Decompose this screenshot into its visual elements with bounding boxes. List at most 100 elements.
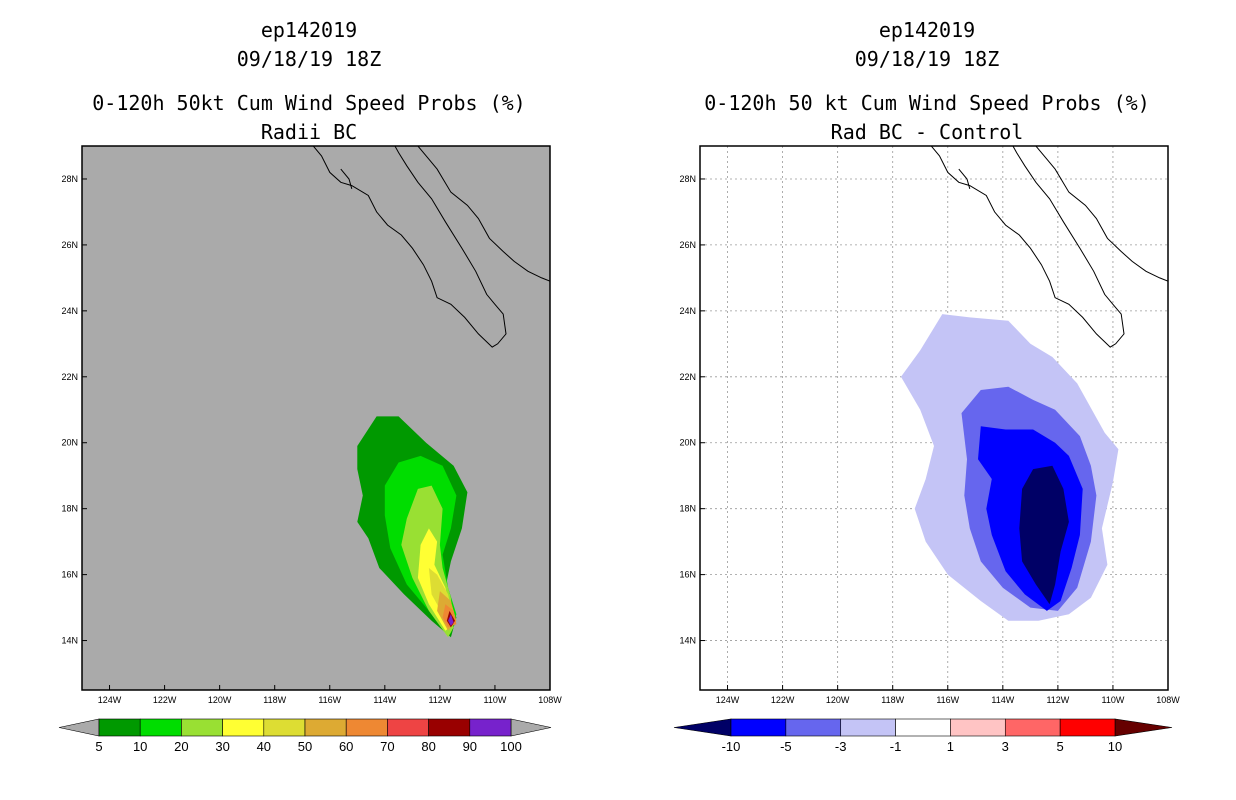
y-tick-label: 18N xyxy=(679,504,696,514)
x-tick-label: 114W xyxy=(373,695,396,705)
y-tick-label: 22N xyxy=(679,372,696,382)
y-tick-label: 28N xyxy=(61,174,78,184)
x-tick-label: 120W xyxy=(208,695,232,705)
colorbar-box xyxy=(1004,718,1061,737)
plot-frame xyxy=(699,145,1169,691)
y-tick-label: 20N xyxy=(679,438,696,448)
x-tick-label: 122W xyxy=(153,695,177,705)
coastline xyxy=(417,146,550,282)
coastline xyxy=(312,146,507,348)
coastline xyxy=(1035,146,1168,282)
colorbar-label: -3 xyxy=(835,739,847,754)
colorbar: 5 10 20 30 40 50 60 70 80 90 100 xyxy=(58,718,552,754)
contour-level-neg10 xyxy=(1019,465,1069,605)
plot-background xyxy=(82,146,550,690)
x-tick-label: 118W xyxy=(881,695,904,705)
subtitle: Radii BC xyxy=(260,120,358,144)
colorbar-box xyxy=(428,718,471,737)
x-tick-label: 116W xyxy=(318,695,341,705)
subtitle: Rad BC - Control xyxy=(830,120,1024,144)
y-tick-label: 26N xyxy=(679,240,696,250)
coastline xyxy=(958,168,971,190)
colorbar-box xyxy=(1059,718,1116,737)
storm-id-title: ep142019 xyxy=(260,18,358,42)
right-map-svg: 124W 122W 120W 118W 116W 114W 112W 110W 108W 14N 1… xyxy=(673,145,1180,754)
y-tick-label: 14N xyxy=(679,636,696,646)
product-title: 0-120h 50kt Cum Wind Speed Probs (%) xyxy=(92,91,526,115)
plot-content xyxy=(700,146,1168,690)
colorbar-label: 40 xyxy=(257,739,271,754)
x-tick-label: 110W xyxy=(1102,695,1125,705)
x-tick-label: 124W xyxy=(716,695,740,705)
right-chart-panel: ep142019 09/18/19 18Z 0-120h 50 kt Cum W… xyxy=(618,0,1236,800)
product-title: 0-120h 50 kt Cum Wind Speed Probs (%) xyxy=(704,91,1150,115)
y-tick-label: 28N xyxy=(679,174,696,184)
y-tick-label: 18N xyxy=(61,504,78,514)
colorbar-low-arrow xyxy=(673,718,732,737)
x-tick-label: 118W xyxy=(263,695,286,705)
x-tick-label: 108W xyxy=(538,695,562,705)
colorbar-label: 90 xyxy=(463,739,477,754)
colorbar-label: 50 xyxy=(298,739,312,754)
colorbar-label: 30 xyxy=(215,739,229,754)
y-tick-label: 14N xyxy=(61,636,78,646)
colorbar-label: 5 xyxy=(1057,739,1064,754)
x-tick-label: 116W xyxy=(936,695,959,705)
colorbar-high-arrow xyxy=(510,718,552,737)
colorbar-label: 10 xyxy=(1108,739,1122,754)
colorbar-label: 100 xyxy=(500,739,522,754)
colorbar-label: 10 xyxy=(133,739,147,754)
colorbar-box xyxy=(222,718,265,737)
left-chart-panel: ep142019 09/18/19 18Z 0-120h 50kt Cum Wi… xyxy=(58,18,562,754)
colorbar-label: -1 xyxy=(890,739,902,754)
colorbar-label: 5 xyxy=(95,739,102,754)
y-tick-label: 20N xyxy=(61,438,78,448)
colorbar-box xyxy=(950,718,1006,737)
left-map-svg: 124W 122W 120W 118W 116W 114W 112W 110W 108W 14N 1… xyxy=(58,145,562,754)
colorbar-box xyxy=(730,718,787,737)
colorbar-label: 20 xyxy=(174,739,188,754)
colorbar-box xyxy=(263,718,306,737)
colorbar-box xyxy=(387,718,429,737)
colorbar-low-arrow xyxy=(58,718,100,737)
colorbar-box xyxy=(345,718,388,737)
colorbar-box xyxy=(469,718,512,737)
colorbar-box xyxy=(785,718,842,737)
y-tick-label: 16N xyxy=(61,570,78,580)
y-tick-label: 26N xyxy=(61,240,78,250)
x-tick-label: 114W xyxy=(991,695,1014,705)
x-tick-label: 112W xyxy=(428,695,451,705)
x-tick-label: 110W xyxy=(484,695,507,705)
coastline xyxy=(930,146,1125,348)
colorbar-label: -10 xyxy=(722,739,741,754)
colorbar-box xyxy=(139,718,182,737)
colorbar-label: 70 xyxy=(380,739,394,754)
coastline xyxy=(340,168,353,190)
y-tick-label: 24N xyxy=(61,306,78,316)
colorbar-label: 3 xyxy=(1002,739,1009,754)
colorbar: -10 -5 -3 -1 1 3 5 10 xyxy=(673,718,1173,754)
x-tick-label: 108W xyxy=(1156,695,1180,705)
colorbar-box xyxy=(181,718,223,737)
colorbar-box xyxy=(304,718,347,737)
x-tick-label: 122W xyxy=(771,695,795,705)
x-tick-label: 124W xyxy=(98,695,122,705)
x-tick-label: 112W xyxy=(1046,695,1069,705)
colorbar-high-arrow xyxy=(1114,718,1173,737)
y-tick-label: 16N xyxy=(679,570,696,580)
colorbar-label: 80 xyxy=(421,739,435,754)
colorbar-label: 1 xyxy=(947,739,954,754)
plot-content xyxy=(312,146,550,638)
colorbar-box xyxy=(840,718,896,737)
colorbar-box xyxy=(895,718,951,737)
plot-frame xyxy=(81,145,551,691)
datetime-title: 09/18/19 18Z xyxy=(854,47,1000,71)
datetime-title: 09/18/19 18Z xyxy=(236,47,382,71)
colorbar-box xyxy=(98,718,141,737)
y-tick-label: 22N xyxy=(61,372,78,382)
contour-level-90 xyxy=(448,614,454,626)
colorbar-label: 60 xyxy=(339,739,353,754)
x-tick-label: 120W xyxy=(826,695,850,705)
storm-id-title: ep142019 xyxy=(878,18,976,42)
colorbar-label: -5 xyxy=(780,739,792,754)
